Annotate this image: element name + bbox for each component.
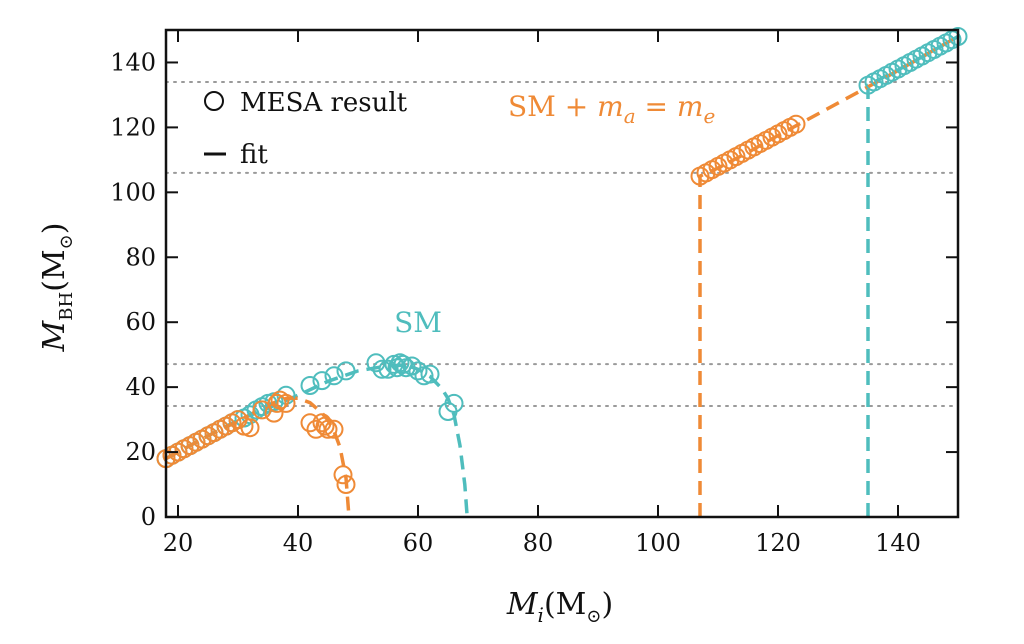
x-tick-label: 120 <box>755 529 801 557</box>
mesa-point <box>324 419 344 439</box>
annotation-sm-plus: SM + ma = me <box>508 90 715 128</box>
mesa-point <box>324 366 344 386</box>
y-tick-label: 100 <box>110 178 156 206</box>
mesa-point <box>786 114 806 134</box>
y-tick-label: 40 <box>125 373 156 401</box>
y-tick-label: 20 <box>125 438 156 466</box>
mesa-point <box>300 413 320 433</box>
mesa-point <box>315 416 335 436</box>
plot-frame <box>164 28 960 519</box>
x-tick-label: 60 <box>403 529 434 557</box>
y-axis-title: MBH(M⊙) <box>37 223 77 353</box>
legend-label-fit: fit <box>240 140 268 170</box>
mesa-point <box>312 413 332 433</box>
mesa-point <box>264 403 284 423</box>
y-tick-label: 120 <box>110 113 156 141</box>
legend: MESA result fit <box>204 88 408 170</box>
y-tick-label: 80 <box>125 243 156 271</box>
mesa-points <box>156 27 968 494</box>
mesa-point <box>408 361 428 381</box>
legend-circle-marker <box>204 91 224 111</box>
y-tick-label: 60 <box>125 308 156 336</box>
mesa-point <box>366 353 386 373</box>
mesa-point <box>444 393 464 413</box>
mesa-point <box>333 465 353 485</box>
mesa-point <box>276 393 296 413</box>
mesa-point <box>336 475 356 494</box>
mesa-point <box>312 371 332 391</box>
mesa-point <box>267 393 287 413</box>
y-tick-label: 0 <box>141 503 156 531</box>
y-tick-label: 140 <box>110 48 156 76</box>
fit-line <box>165 34 959 518</box>
mesa-point <box>402 356 422 376</box>
mesa-point <box>336 361 356 381</box>
mesa-point <box>240 418 260 438</box>
x-tick-label: 40 <box>283 529 314 557</box>
annotation-sm: SM <box>394 306 442 339</box>
x-axis-title: Mi(M⊙) <box>506 587 613 627</box>
mesa-point <box>300 376 320 395</box>
legend-label-mesa: MESA result <box>240 88 408 118</box>
x-tick-label: 100 <box>635 529 681 557</box>
mesa-point <box>318 419 338 439</box>
mesa-point <box>372 359 392 379</box>
x-tick-label: 20 <box>163 529 194 557</box>
x-tick-label: 140 <box>875 529 921 557</box>
x-tick-label: 80 <box>523 529 554 557</box>
mesa-point <box>420 364 440 384</box>
